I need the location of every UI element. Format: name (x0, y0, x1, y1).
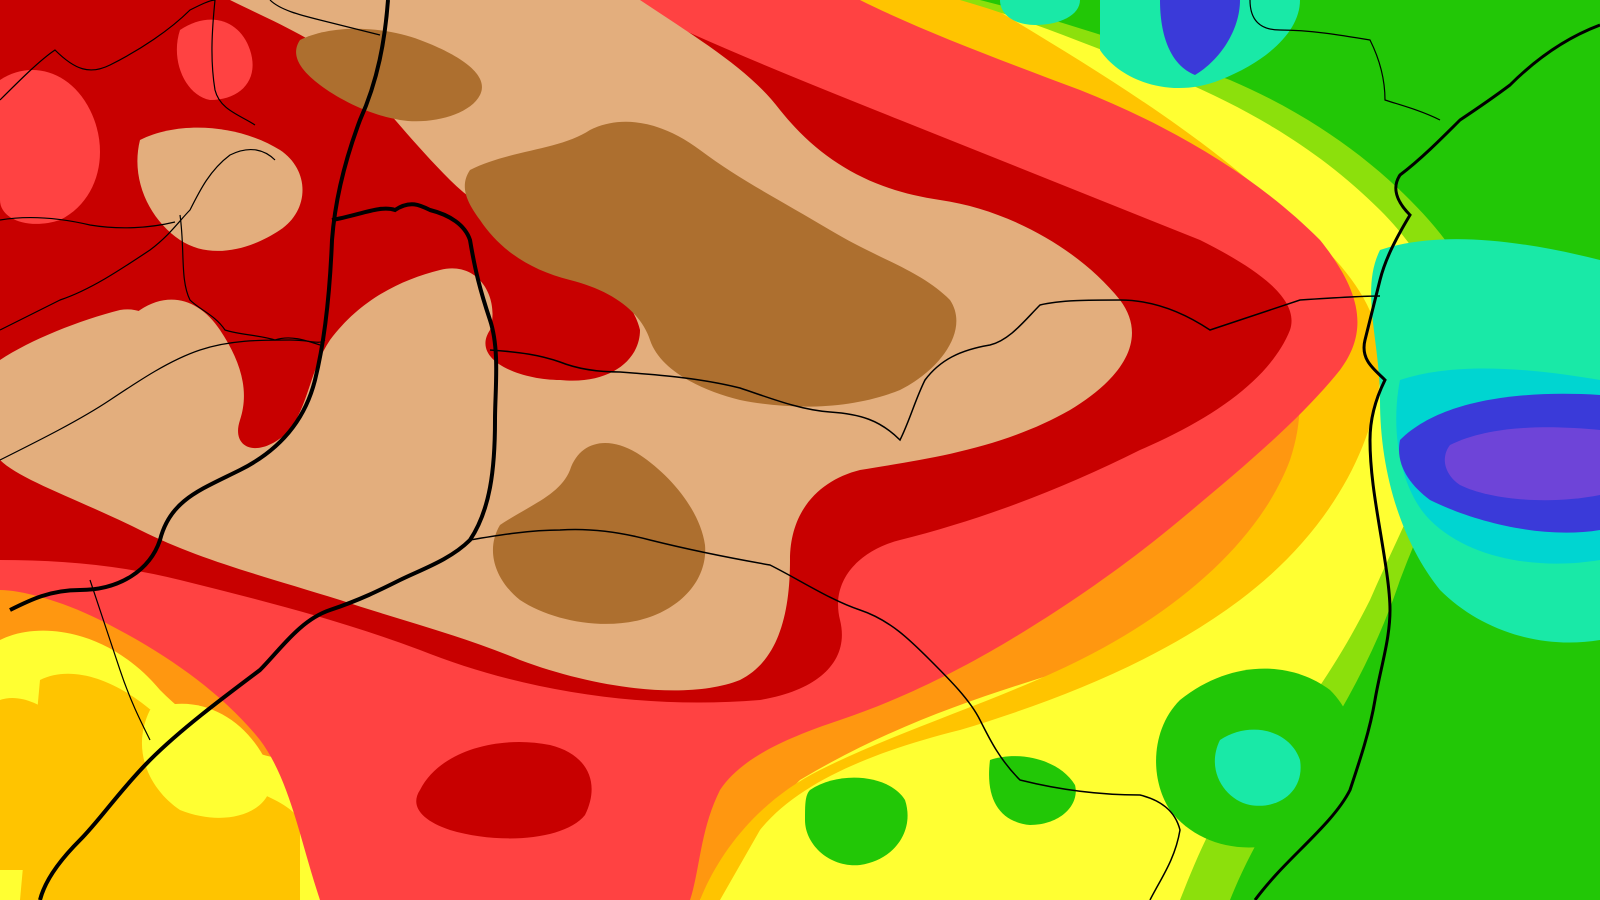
light-brown-zone-west (137, 127, 303, 251)
blue-zone-northeast (1160, 0, 1240, 75)
border-thin-10 (1249, 0, 1441, 121)
green-zone-east (980, 0, 1600, 900)
purple-zone-offshore (1444, 427, 1600, 501)
dark-brown-zone-central (464, 121, 957, 407)
yellow-zone-southwest-inner (141, 703, 272, 818)
dark-red-zone-south (416, 742, 592, 839)
coastline-east (1253, 23, 1600, 900)
turquoise-zone-southeast (1214, 729, 1301, 806)
dark-brown-zone-south (492, 443, 706, 624)
border-thick-upper (38, 202, 499, 900)
green-zone-south-2 (989, 756, 1076, 825)
red-zone-west-1 (0, 70, 100, 224)
border-thick-west (9, 0, 390, 612)
border-thin-4 (0, 148, 276, 331)
border-thin-11 (269, 0, 381, 36)
light-brown-zone-west-2 (0, 309, 163, 425)
dark-brown-zone-north (296, 28, 482, 122)
border-thin-5 (0, 0, 216, 101)
light-brown-zone-main (0, 0, 1132, 691)
green-zone-south-1 (805, 777, 908, 866)
border-thin-8 (0, 216, 176, 229)
red-zone-west-2 (176, 19, 253, 100)
border-thin-6 (211, 0, 256, 126)
border-thin-7 (179, 214, 321, 346)
border-thin-1 (489, 295, 1381, 442)
border-thin-9 (89, 579, 151, 741)
border-thin-3 (0, 339, 326, 461)
turquoise-zone-top (1000, 0, 1080, 25)
orange-zone-southwest-inner (0, 698, 97, 870)
border-thin-2 (469, 528, 1181, 900)
